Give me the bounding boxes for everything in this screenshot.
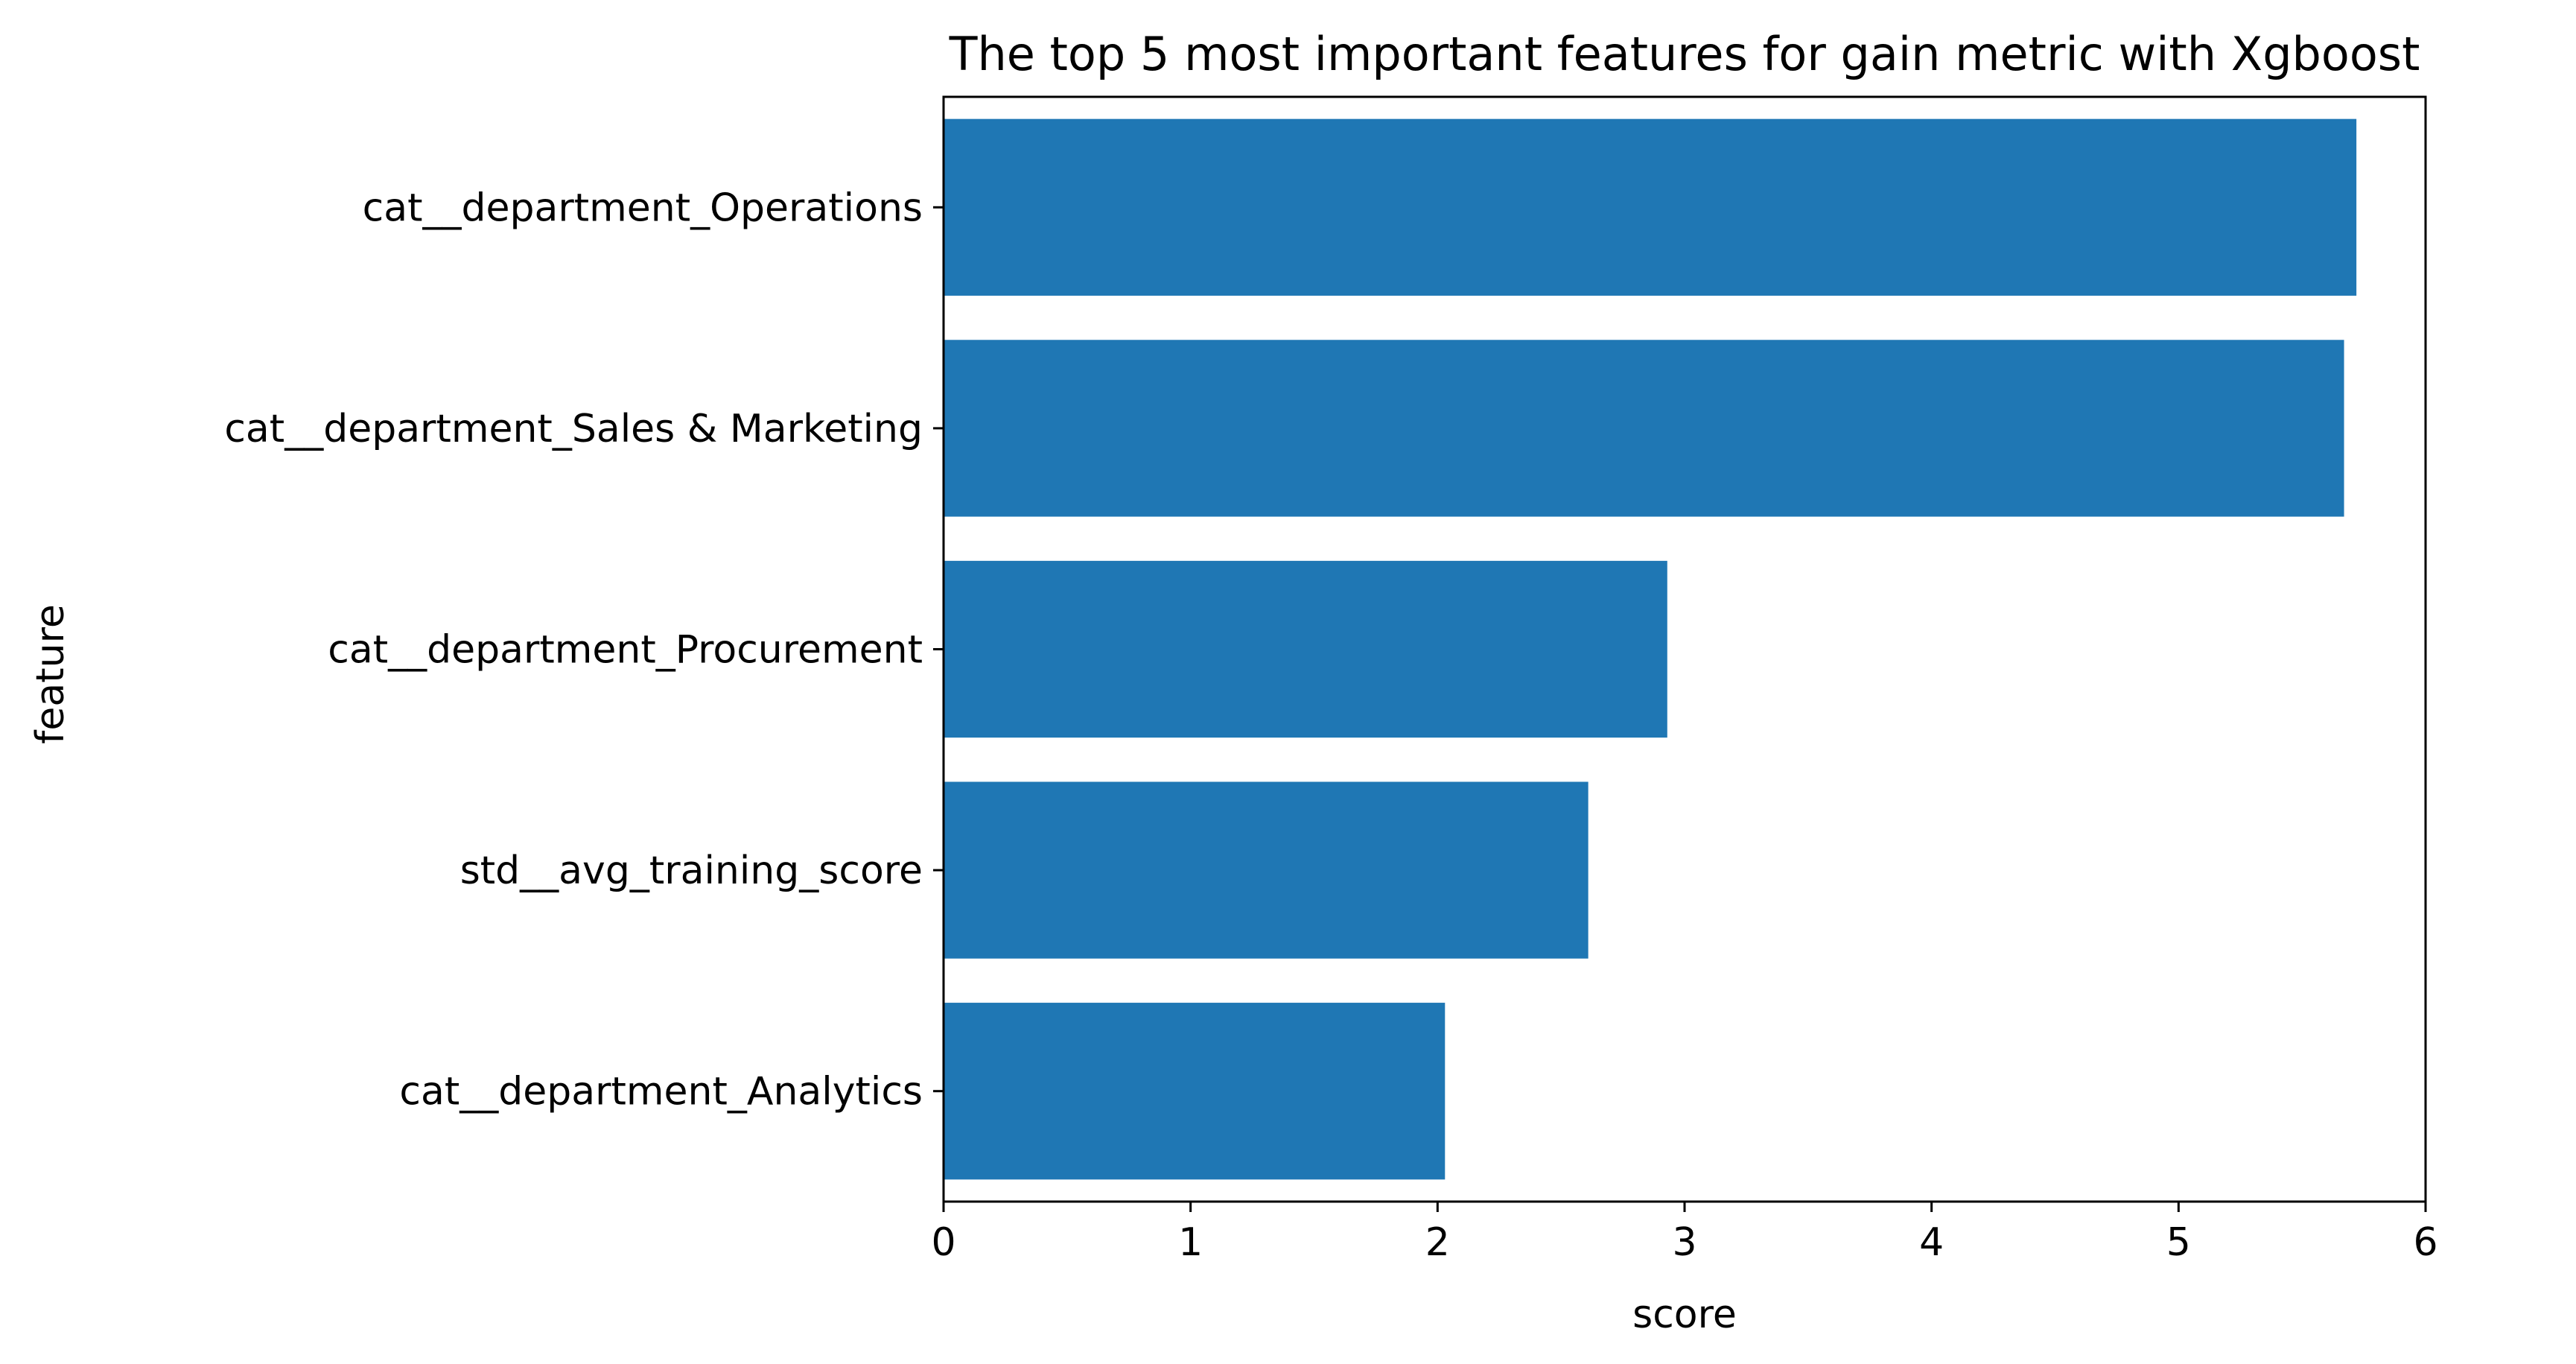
bar-5 (944, 1003, 1446, 1180)
y-tick-label-2: cat__department_Sales & Marketing (224, 407, 923, 451)
y-tick-label-1: cat__department_Operations (363, 185, 923, 230)
x-tick-label-0: 0 (931, 1220, 955, 1265)
plot-frame (942, 95, 2427, 1203)
y-tick-label-5: cat__department_Analytics (399, 1070, 923, 1114)
x-axis-title: score (1632, 1292, 1737, 1337)
y-axis-title: feature (28, 604, 73, 744)
y-tick-label-4: std__avg_training_score (460, 848, 923, 893)
bar-4 (944, 781, 1588, 959)
plot-area: cat__department_Operations cat__departmen… (224, 95, 2438, 1265)
x-tick-label-5: 5 (2166, 1220, 2191, 1265)
y-tick-label-3: cat__department_Procurement (328, 628, 923, 673)
bar-3 (944, 560, 1667, 738)
chart-title: The top 5 most important features for ga… (949, 27, 2420, 81)
x-tick-label-3: 3 (1672, 1220, 1696, 1265)
bar-1 (944, 118, 2357, 296)
bar-2 (944, 340, 2344, 517)
x-tick-label-1: 1 (1178, 1220, 1203, 1265)
x-tick-label-4: 4 (1919, 1220, 1944, 1265)
x-tick-label-2: 2 (1425, 1220, 1450, 1265)
x-tick-label-6: 6 (2413, 1220, 2437, 1265)
